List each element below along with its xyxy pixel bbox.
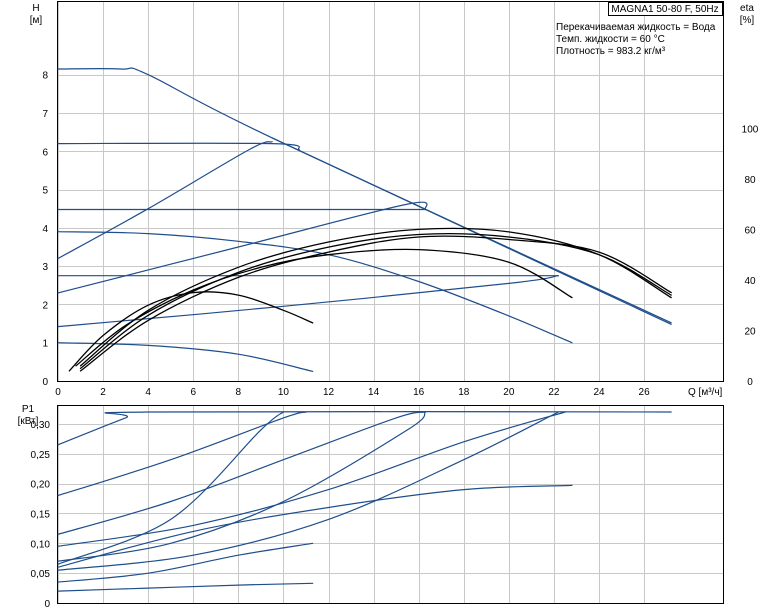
power-curve: [57, 411, 284, 565]
eta-tick-label: 20: [744, 326, 756, 337]
power-curve: [57, 411, 566, 547]
head-tick-label: 7: [42, 109, 48, 120]
x-tick-label: 4: [145, 387, 151, 398]
eta-tick-label: 100: [742, 124, 759, 135]
density-note: Плотность = 983.2 кг/м³: [556, 46, 666, 57]
power-curve: [57, 411, 426, 535]
head-curve: [57, 201, 428, 294]
x-tick-label: 22: [548, 387, 560, 398]
power-axis-label-line1: P1: [22, 404, 35, 415]
head-tick-labels: 0 1 2 3 4 5 6 7 8: [42, 71, 48, 388]
power-chart-frame: [57, 405, 724, 604]
head-curve: [271, 137, 672, 325]
efficiency-curve: [68, 291, 314, 372]
temperature-note: Темп. жидкости = 60 °C: [556, 34, 665, 45]
x-tick-label: 12: [323, 387, 335, 398]
eta-tick-labels: 0 20 40 60 80 100: [742, 124, 759, 388]
x-tick-label: 18: [458, 387, 470, 398]
head-tick-label: 3: [42, 262, 48, 273]
head-chart-curves: [57, 67, 672, 372]
power-tick-label: 0,25: [31, 450, 51, 461]
power-tick-label: 0,20: [31, 480, 51, 491]
head-curve: [57, 275, 559, 328]
power-chart-grid: [58, 406, 723, 604]
head-tick-label: 0: [42, 377, 48, 388]
power-curve: [57, 411, 559, 571]
eta-tick-label: 80: [744, 175, 756, 186]
x-tick-label: 8: [236, 387, 242, 398]
x-tick-label: 24: [593, 387, 605, 398]
eta-axis-label-line1: eta: [740, 3, 754, 14]
efficiency-curve: [79, 235, 672, 372]
eta-axis-label-line2: [%]: [740, 15, 755, 26]
head-tick-label: 8: [42, 71, 48, 82]
eta-tick-label: 60: [744, 225, 756, 236]
x-tick-label: 0: [55, 387, 61, 398]
power-tick-label: 0,10: [31, 539, 51, 550]
head-tick-label: 5: [42, 186, 48, 197]
power-axis-label-line2: [кВт]: [18, 416, 39, 427]
power-tick-label: 0,15: [31, 509, 51, 520]
head-axis-label-line2: [м]: [30, 15, 43, 26]
head-axis-label-line1: H: [32, 3, 39, 14]
power-tick-label: 0: [44, 599, 50, 610]
head-tick-label: 6: [42, 147, 48, 158]
power-curve: [57, 542, 314, 583]
head-chart-grid: [58, 2, 723, 382]
head-chart-frame: [57, 1, 724, 382]
power-tick-label: 0,30: [31, 420, 51, 431]
x-tick-labels: 0 2 4 6 8 10 12 14 16 18 20 22 24 26: [55, 387, 650, 398]
head-tick-label: 4: [42, 224, 48, 235]
x-tick-label: 6: [190, 387, 196, 398]
x-tick-label: 20: [503, 387, 515, 398]
head-curve: [57, 141, 273, 260]
x-tick-label: 2: [100, 387, 106, 398]
power-curve: [57, 582, 314, 592]
model-title-box: [608, 2, 723, 16]
head-tick-label: 2: [42, 300, 48, 311]
x-axis-label: Q [м³/ч]: [688, 387, 723, 398]
model-title: MAGNA1 50-80 F, 50Hz: [611, 4, 718, 15]
power-curve: [57, 410, 672, 446]
head-tick-label: 1: [42, 339, 48, 350]
head-curve: [57, 231, 573, 344]
eta-tick-label: 0: [747, 377, 753, 388]
head-curve: [57, 342, 314, 372]
power-curve: [57, 484, 573, 568]
efficiency-curve: [79, 232, 672, 370]
x-tick-label: 14: [368, 387, 380, 398]
x-tick-label: 16: [413, 387, 425, 398]
fluid-note: Перекачиваемая жидкость = Вода: [556, 22, 716, 33]
x-tick-label: 26: [639, 387, 651, 398]
power-tick-labels: 0 0,05 0,10 0,15 0,20 0,25 0,30: [31, 420, 51, 610]
x-tick-label: 10: [278, 387, 290, 398]
power-curve: [57, 411, 426, 562]
power-tick-label: 0,05: [31, 569, 51, 580]
power-chart-curves: [57, 410, 672, 592]
head-curve: [57, 142, 300, 150]
eta-tick-label: 40: [744, 276, 756, 287]
head-curve: [57, 67, 672, 324]
power-curve: [57, 411, 307, 497]
